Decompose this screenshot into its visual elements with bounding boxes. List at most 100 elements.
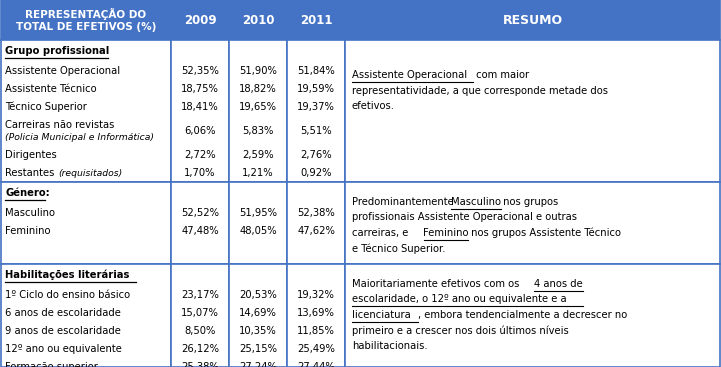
Text: Masculino: Masculino: [451, 197, 501, 207]
Text: 6,06%: 6,06%: [185, 126, 216, 136]
Text: 15,07%: 15,07%: [181, 308, 219, 318]
Text: 18,75%: 18,75%: [181, 84, 219, 94]
Text: com maior: com maior: [473, 70, 529, 80]
Text: 25,15%: 25,15%: [239, 344, 277, 354]
Bar: [229, 182, 287, 264]
Text: Masculino: Masculino: [5, 208, 55, 218]
Text: 18,41%: 18,41%: [181, 102, 219, 112]
Text: 2,59%: 2,59%: [242, 150, 274, 160]
Bar: [171, 264, 229, 367]
Text: 27,44%: 27,44%: [297, 362, 335, 367]
Text: Técnico Superior: Técnico Superior: [5, 102, 87, 112]
Text: 18,82%: 18,82%: [239, 84, 277, 94]
Text: efetivos.: efetivos.: [352, 101, 395, 111]
Text: 14,69%: 14,69%: [239, 308, 277, 318]
Bar: [171, 40, 229, 182]
Text: Maioritariamente efetivos com os: Maioritariamente efetivos com os: [352, 279, 523, 289]
Text: Assistente Operacional: Assistente Operacional: [352, 70, 467, 80]
Text: Grupo profissional: Grupo profissional: [5, 46, 110, 56]
Bar: [287, 264, 345, 367]
Text: 52,52%: 52,52%: [181, 208, 219, 218]
Text: 52,35%: 52,35%: [181, 66, 219, 76]
Text: 10,35%: 10,35%: [239, 326, 277, 336]
Text: Assistente Técnico: Assistente Técnico: [5, 84, 97, 94]
Text: primeiro e a crescer nos dois últimos níveis: primeiro e a crescer nos dois últimos ní…: [352, 326, 569, 336]
Text: 47,62%: 47,62%: [297, 226, 335, 236]
Text: escolaridade, o 12º ano ou equivalente e a: escolaridade, o 12º ano ou equivalente e…: [352, 294, 567, 305]
Text: profissionais Assistente Operacional e outras: profissionais Assistente Operacional e o…: [352, 212, 577, 222]
Text: RESUMO: RESUMO: [503, 14, 562, 26]
Text: 1,21%: 1,21%: [242, 168, 274, 178]
Bar: [287, 182, 345, 264]
Text: 13,69%: 13,69%: [297, 308, 335, 318]
Text: Habilitações literárias: Habilitações literárias: [5, 270, 129, 280]
Text: 52,38%: 52,38%: [297, 208, 335, 218]
Bar: [229, 264, 287, 367]
Text: 19,65%: 19,65%: [239, 102, 277, 112]
Text: Feminino: Feminino: [423, 228, 469, 238]
Bar: [229, 0, 287, 40]
Text: e Técnico Superior.: e Técnico Superior.: [352, 243, 446, 254]
Text: 2009: 2009: [184, 14, 216, 26]
Text: 51,84%: 51,84%: [297, 66, 335, 76]
Text: 2,76%: 2,76%: [300, 150, 332, 160]
Text: licenciatura: licenciatura: [352, 310, 411, 320]
Text: 1º Ciclo do ensino básico: 1º Ciclo do ensino básico: [5, 290, 130, 300]
Text: 11,85%: 11,85%: [297, 326, 335, 336]
Bar: [171, 182, 229, 264]
Text: 51,90%: 51,90%: [239, 66, 277, 76]
Bar: [1, 264, 171, 367]
Text: (Policia Municipal e Informática): (Policia Municipal e Informática): [5, 133, 154, 142]
Text: 2011: 2011: [300, 14, 332, 26]
Text: 5,83%: 5,83%: [242, 126, 274, 136]
Text: 25,38%: 25,38%: [181, 362, 219, 367]
Text: 20,53%: 20,53%: [239, 290, 277, 300]
Text: 27,24%: 27,24%: [239, 362, 277, 367]
Text: nos grupos: nos grupos: [500, 197, 559, 207]
Text: , embora tendencialmente a decrescer no: , embora tendencialmente a decrescer no: [418, 310, 627, 320]
Text: 47,48%: 47,48%: [181, 226, 218, 236]
Text: Género:: Género:: [5, 188, 50, 198]
Text: representatividade, a que corresponde metade dos: representatividade, a que corresponde me…: [352, 86, 608, 95]
Bar: [171, 0, 229, 40]
Bar: [1, 182, 171, 264]
Text: 19,37%: 19,37%: [297, 102, 335, 112]
Text: Feminino: Feminino: [5, 226, 50, 236]
Text: nos grupos Assistente Técnico: nos grupos Assistente Técnico: [467, 228, 621, 239]
Text: 48,05%: 48,05%: [239, 226, 277, 236]
Text: 19,59%: 19,59%: [297, 84, 335, 94]
Text: 1,70%: 1,70%: [185, 168, 216, 178]
Text: 6 anos de escolaridade: 6 anos de escolaridade: [5, 308, 121, 318]
Text: 19,32%: 19,32%: [297, 290, 335, 300]
Text: Carreiras não revistas: Carreiras não revistas: [5, 120, 115, 130]
Text: 0,92%: 0,92%: [300, 168, 332, 178]
Text: Formação superior: Formação superior: [5, 362, 98, 367]
Bar: [345, 40, 720, 182]
Text: 23,17%: 23,17%: [181, 290, 219, 300]
Text: 9 anos de escolaridade: 9 anos de escolaridade: [5, 326, 121, 336]
Text: Dirigentes: Dirigentes: [5, 150, 57, 160]
Text: habilitacionais.: habilitacionais.: [352, 341, 428, 351]
Text: 8,50%: 8,50%: [185, 326, 216, 336]
Bar: [287, 0, 345, 40]
Bar: [345, 182, 720, 264]
Text: Assistente Operacional: Assistente Operacional: [5, 66, 120, 76]
Bar: [1, 40, 171, 182]
Text: Predominantemente: Predominantemente: [352, 197, 457, 207]
Text: 26,12%: 26,12%: [181, 344, 219, 354]
Bar: [345, 0, 720, 40]
Bar: [229, 40, 287, 182]
Text: 2,72%: 2,72%: [184, 150, 216, 160]
Text: 51,95%: 51,95%: [239, 208, 277, 218]
Text: carreiras, e: carreiras, e: [352, 228, 412, 238]
Text: 12º ano ou equivalente: 12º ano ou equivalente: [5, 344, 122, 354]
Text: 25,49%: 25,49%: [297, 344, 335, 354]
Bar: [345, 264, 720, 367]
Text: 4 anos de: 4 anos de: [534, 279, 583, 289]
Text: Restantes: Restantes: [5, 168, 54, 178]
Text: REPRESENTAÇÃO DO
TOTAL DE EFETIVOS (%): REPRESENTAÇÃO DO TOTAL DE EFETIVOS (%): [16, 8, 156, 32]
Text: 2010: 2010: [242, 14, 274, 26]
Bar: [287, 40, 345, 182]
Text: (requisitados): (requisitados): [58, 168, 123, 178]
Bar: [1, 0, 171, 40]
